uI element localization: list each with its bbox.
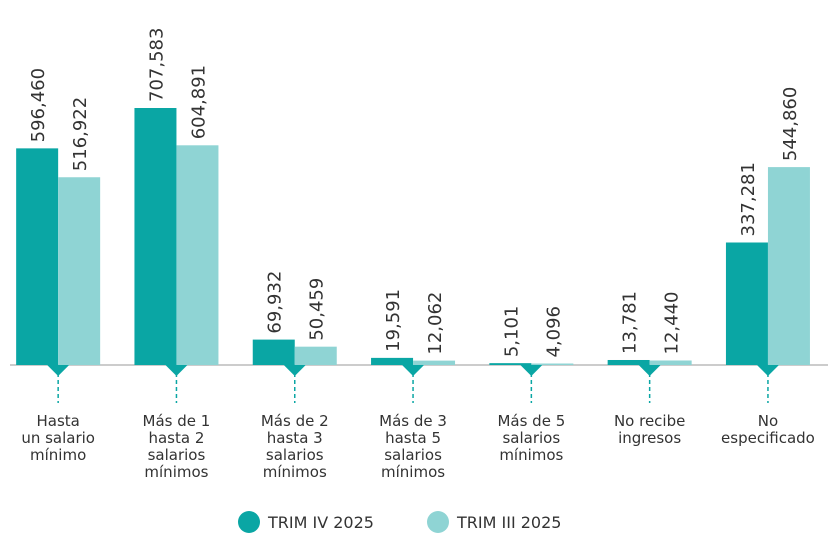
x-tick-label: Hasta un salario mínimo [21,412,95,464]
value-label: 69,932 [265,271,286,334]
x-tick-line: un salario [21,429,95,447]
legend-swatch [427,511,449,533]
tick-diamond [165,365,188,376]
bar [371,357,414,365]
value-label: 707,583 [146,28,167,102]
x-tick-line: salarios [384,446,442,464]
x-tick-label: Más de 2 hasta 3 salarios mínimos [261,412,329,481]
x-tick-line: No recibe [614,412,685,430]
bar [607,359,650,365]
x-tick-label: Más de 3 hasta 5 salarios mínimos [379,412,447,481]
x-tick-label: No especificado [721,412,815,447]
x-tick-line: No [758,412,778,430]
bar [252,339,295,365]
x-tick-line: salarios [148,446,206,464]
value-label: 604,891 [188,65,209,139]
tick-diamond [638,365,661,376]
tick-diamond [283,365,306,376]
bar [725,242,768,365]
value-label: 516,922 [70,97,91,171]
x-tick-line: hasta 5 [385,429,441,447]
bar [176,145,219,365]
x-tick-label: Más de 5 salarios mínimos [497,412,565,464]
bar [16,148,59,365]
x-tick-line: Más de 5 [497,412,565,430]
x-tick-line: hasta 2 [148,429,204,447]
x-tick-line: mínimos [381,463,445,481]
x-tick-line: Más de 3 [379,412,447,430]
value-label: 50,459 [307,278,328,341]
bar [134,108,177,365]
x-tick-line: Más de 1 [143,412,211,430]
x-tick-label: Más de 1 hasta 2 salarios mínimos [143,412,211,481]
x-tick-line: Más de 2 [261,412,329,430]
x-tick-line: Hasta [36,412,79,430]
x-tick-line: salarios [266,446,324,464]
legend-label: TRIM IV 2025 [267,513,374,532]
x-tick-line: mínimos [499,446,563,464]
bar [58,177,101,365]
tick-diamond [756,365,779,376]
value-label: 5,101 [501,306,522,358]
x-tick-line: hasta 3 [267,429,323,447]
legend-label: TRIM III 2025 [456,513,561,532]
value-label: 19,591 [383,289,404,352]
x-tick-line: salarios [502,429,560,447]
bar [294,346,337,365]
bar [413,360,456,365]
bar [489,363,532,365]
tick-diamond [402,365,425,376]
tick-diamond [47,365,70,376]
bar [531,363,574,365]
tick-diamond [520,365,543,376]
value-label: 13,781 [620,291,641,354]
legend-swatch [238,511,260,533]
x-tick-line: especificado [721,429,815,447]
value-label: 4,096 [543,306,564,358]
value-label: 544,860 [780,87,801,161]
x-tick-line: mínimo [30,446,86,464]
x-tick-label: No recibe ingresos [614,412,685,447]
bar [649,360,692,365]
value-label: 12,440 [662,291,683,354]
x-tick-line: ingresos [618,429,681,447]
x-tick-line: mínimos [144,463,208,481]
value-label: 12,062 [425,292,446,355]
value-label: 596,460 [28,68,49,142]
value-label: 337,281 [738,162,759,236]
bar [767,167,810,365]
x-tick-line: mínimos [263,463,327,481]
